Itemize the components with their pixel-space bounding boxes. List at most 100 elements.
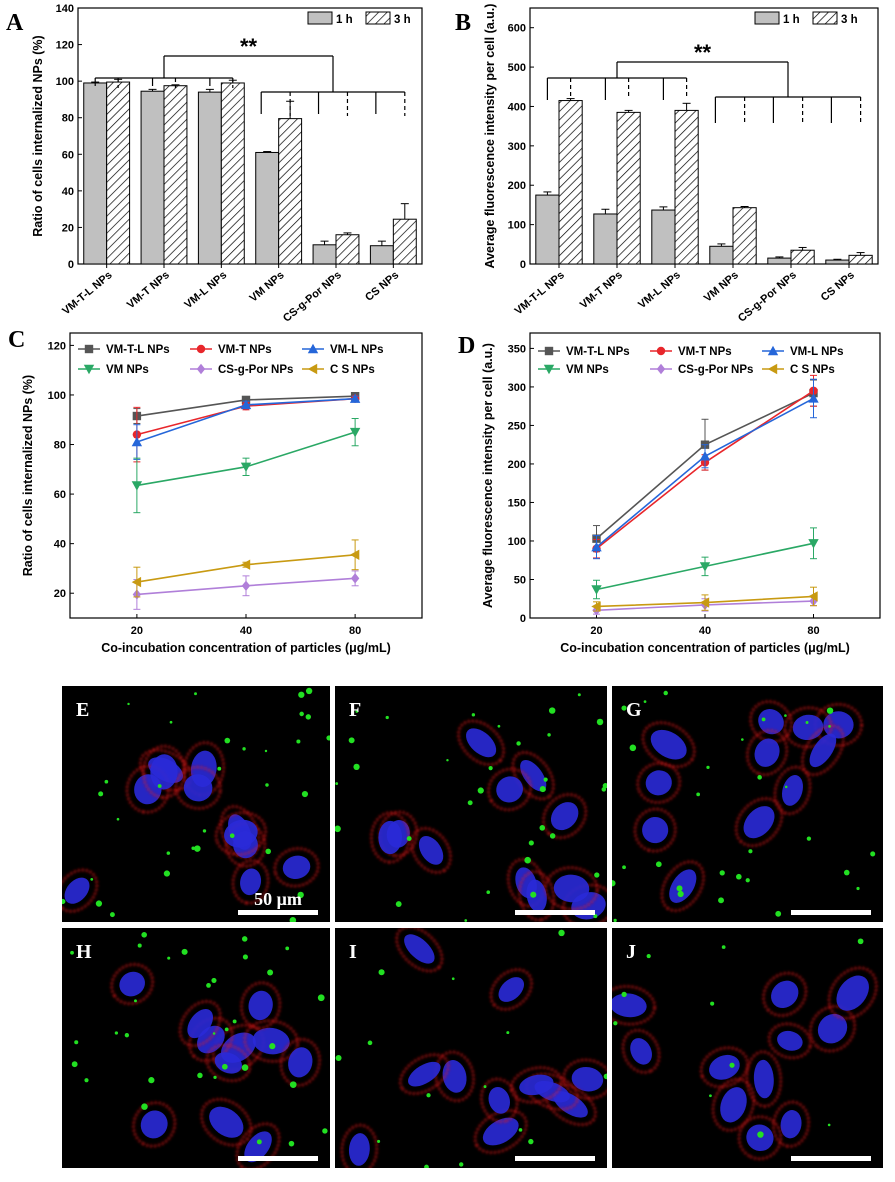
bar-3h <box>616 111 641 265</box>
y-tick-label: 200 <box>508 180 526 192</box>
category-label: VM-T NPs <box>578 269 625 311</box>
micrograph-panel: H <box>62 928 330 1168</box>
particle <box>163 870 171 877</box>
nucleus <box>209 1106 244 1138</box>
particle <box>655 861 662 868</box>
particle <box>622 865 626 870</box>
particle <box>148 1077 155 1084</box>
particle <box>90 877 94 881</box>
bar-1h <box>535 194 560 265</box>
particle <box>696 792 701 797</box>
membrane-stain <box>734 797 784 848</box>
y-tick-label: 100 <box>508 536 526 548</box>
membrane-stain <box>808 1004 857 1053</box>
bar-1h <box>825 259 850 265</box>
data-point <box>131 576 142 588</box>
category-label: CS-g-Por NPs <box>281 269 344 325</box>
panel-letter: D <box>458 333 475 359</box>
particle <box>385 715 389 720</box>
particle <box>289 1081 297 1089</box>
scale-bar <box>515 1156 595 1161</box>
legend-label: CS-g-Por NPs <box>678 364 753 376</box>
membrane-stain <box>273 847 320 888</box>
bar-1h <box>651 209 676 265</box>
bar-3h <box>278 118 303 265</box>
legend-label: CS-g-Por NPs <box>218 364 293 376</box>
micrograph-background <box>612 928 883 1168</box>
membrane-stain <box>737 1115 783 1161</box>
particle <box>241 1064 249 1071</box>
nucleus <box>224 819 258 848</box>
membrane-stain <box>369 811 411 864</box>
particle <box>70 950 74 955</box>
y-tick-label: 60 <box>54 489 66 501</box>
particle <box>299 711 304 717</box>
particle <box>221 1063 228 1070</box>
particle <box>594 872 600 878</box>
particle <box>114 1031 119 1035</box>
category-label: VM-T NPs <box>125 269 172 311</box>
y-tick-label: 600 <box>508 23 526 35</box>
nucleus <box>743 806 775 839</box>
nucleus <box>669 869 697 903</box>
category-label: CS-g-Por NPs <box>736 269 799 325</box>
nucleus <box>781 775 803 806</box>
bar-1h <box>709 245 734 265</box>
nucleus <box>244 1131 272 1163</box>
data-point <box>699 451 711 461</box>
particle <box>488 766 493 771</box>
category-label: CS NPs <box>363 269 401 304</box>
nucleus <box>753 1059 774 1099</box>
particle <box>322 1128 328 1134</box>
scale-bar <box>238 1156 318 1161</box>
micrograph-cells <box>335 928 607 1168</box>
membrane-stain <box>699 1046 750 1089</box>
particle <box>127 702 130 706</box>
particle <box>613 918 617 922</box>
particle <box>621 705 627 711</box>
particle <box>242 747 246 751</box>
y-tick-label: 300 <box>508 141 526 153</box>
particle <box>761 717 766 722</box>
scale-bar <box>791 1156 871 1161</box>
nucleus <box>64 877 90 904</box>
membrane-stain <box>544 866 599 911</box>
particle <box>486 890 491 894</box>
particle <box>506 1031 510 1035</box>
particle <box>870 851 876 857</box>
micrograph-panel: F <box>335 686 607 922</box>
bar-3h <box>790 249 815 265</box>
membrane-stain <box>525 1072 580 1111</box>
particle <box>827 1123 831 1127</box>
nucleus <box>754 738 780 767</box>
bar-3h <box>848 254 873 265</box>
membrane-stain <box>457 719 506 767</box>
nucleus <box>817 1013 848 1044</box>
particle <box>719 870 725 876</box>
data-point <box>349 427 361 438</box>
legend-label: VM NPs <box>566 364 609 376</box>
micrograph-cells <box>612 938 878 1161</box>
particle <box>729 1062 735 1068</box>
chart-panel-c: C 20 40 60 80 100 120 20 40 80 Ratio of cells inte… <box>8 327 423 655</box>
y-tick-label: 40 <box>54 539 66 551</box>
legend-swatch <box>812 11 838 25</box>
particle <box>516 741 521 746</box>
legend-label: VM-L NPs <box>330 344 383 356</box>
particle <box>549 833 556 839</box>
particle <box>197 1072 203 1079</box>
nucleus <box>709 1054 740 1080</box>
scale-bar <box>238 910 318 915</box>
y-tick-label: 120 <box>56 40 74 52</box>
membrane-stain <box>517 870 556 922</box>
particle <box>603 1073 607 1080</box>
nucleus <box>526 879 547 913</box>
data-point <box>591 601 601 612</box>
legend-marker <box>543 364 555 375</box>
bar-3h <box>558 100 583 265</box>
y-tick-label: 80 <box>62 113 74 125</box>
particle <box>116 817 120 821</box>
particle <box>806 836 812 841</box>
particle <box>378 969 385 976</box>
particle <box>206 983 211 988</box>
